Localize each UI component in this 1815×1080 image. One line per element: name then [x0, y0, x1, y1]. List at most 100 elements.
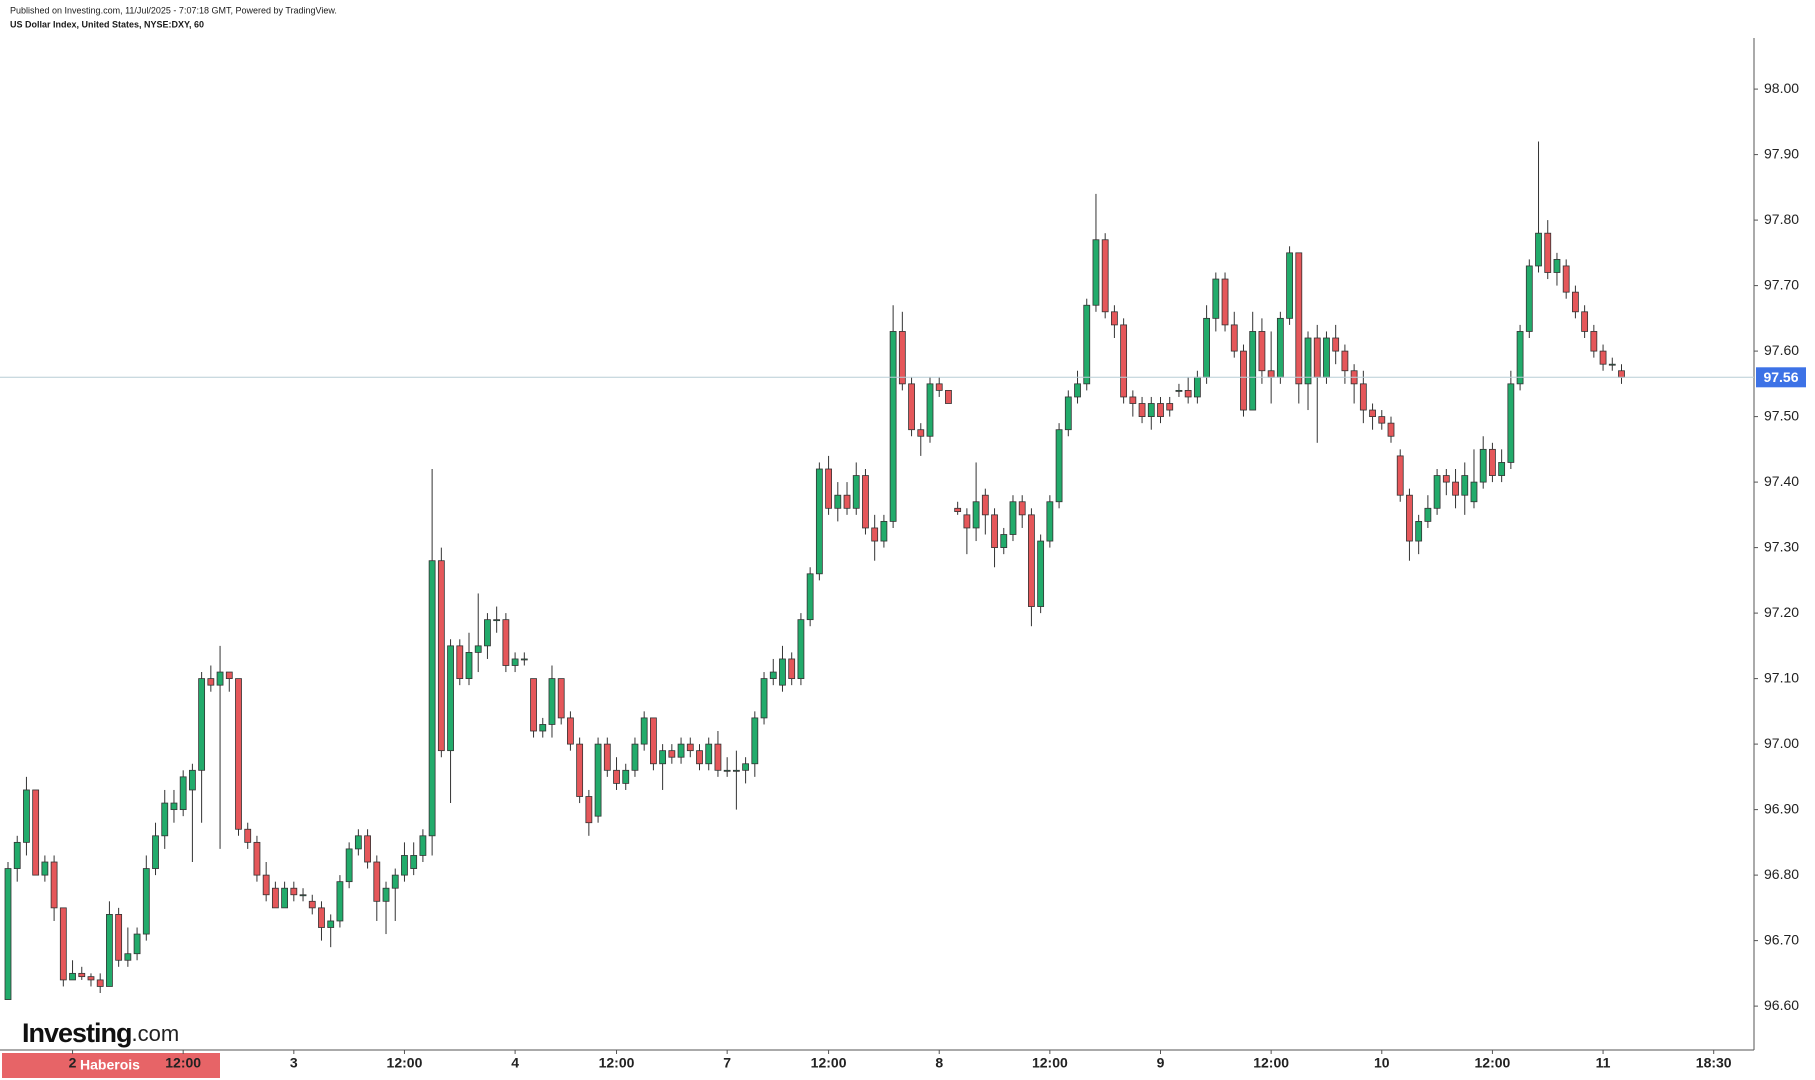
- candle-body: [1258, 331, 1266, 372]
- candle-body: [530, 678, 537, 732]
- candle-body: [742, 763, 749, 771]
- candle-body: [779, 658, 786, 686]
- candle-body: [1470, 481, 1478, 503]
- x-tick-label: 12:00: [165, 1055, 201, 1071]
- x-tick-label: 12:00: [1253, 1055, 1289, 1071]
- candle-body: [484, 619, 491, 647]
- candle-body: [437, 560, 445, 752]
- candle-body: [1230, 324, 1238, 352]
- candle-body: [32, 789, 40, 876]
- candle-body: [59, 907, 67, 981]
- candle-body: [1489, 448, 1496, 476]
- candle-body: [354, 835, 362, 850]
- candle-body: [640, 717, 648, 745]
- candle-body: [1433, 475, 1441, 509]
- candle-body: [1553, 258, 1561, 273]
- candle-body: [133, 933, 141, 955]
- candle-body: [106, 914, 113, 987]
- candle-body: [668, 750, 676, 758]
- candle-body: [677, 743, 685, 758]
- candle-body: [1544, 232, 1552, 273]
- candle-body: [152, 835, 159, 869]
- logo-suffix: .com: [132, 1021, 180, 1046]
- candle-body: [1055, 429, 1063, 503]
- candle-body: [539, 724, 547, 732]
- x-tick-label: 11: [1596, 1055, 1611, 1071]
- candle-body: [188, 769, 196, 791]
- candle-body: [1074, 383, 1081, 398]
- candle-body: [1618, 370, 1625, 378]
- candle-body: [281, 887, 289, 909]
- x-tick-label: 8: [935, 1055, 943, 1071]
- candle-body: [659, 750, 667, 765]
- candle-body: [142, 868, 150, 935]
- x-tick-label: 12:00: [599, 1055, 635, 1071]
- y-tick-label: 97.10: [1764, 669, 1799, 685]
- candle-body: [1525, 265, 1533, 332]
- y-tick-label: 97.90: [1764, 145, 1799, 161]
- x-tick-label: 9: [1157, 1055, 1165, 1071]
- candle-body: [345, 848, 353, 883]
- candle-body: [13, 841, 21, 869]
- candle-body: [318, 907, 325, 928]
- candle-body: [576, 743, 584, 797]
- candle-body: [1120, 324, 1128, 398]
- x-tick-label: 12:00: [1032, 1055, 1068, 1071]
- candle-body: [696, 750, 703, 765]
- published-note: Published on Investing.com, 11/Jul/2025 …: [10, 5, 337, 15]
- candle-body: [898, 331, 906, 385]
- y-tick-label: 96.70: [1764, 931, 1799, 947]
- candle-body: [843, 494, 851, 509]
- candle-body: [852, 475, 860, 509]
- candle-body: [78, 972, 86, 978]
- candle-body: [1101, 239, 1109, 313]
- candle-body: [235, 678, 242, 830]
- candle-body: [1406, 494, 1413, 542]
- candle-body: [456, 645, 464, 680]
- candle-body: [1286, 252, 1293, 319]
- y-tick-label: 97.80: [1764, 211, 1799, 227]
- candle-body: [1193, 376, 1201, 398]
- candle-body: [622, 769, 630, 784]
- candle-body: [594, 743, 602, 817]
- candle-body: [520, 658, 528, 661]
- candle-body: [382, 887, 390, 902]
- candle-body: [1175, 389, 1183, 392]
- candle-body: [41, 861, 49, 876]
- watermark: Haberois: [80, 1057, 140, 1073]
- candle-body: [1369, 409, 1376, 417]
- candle-body: [1203, 317, 1210, 378]
- candle-body: [1562, 265, 1570, 293]
- y-tick-label: 98.00: [1764, 80, 1799, 96]
- y-tick-label: 97.40: [1764, 473, 1799, 489]
- candle-body: [244, 828, 252, 843]
- candle-body: [991, 514, 998, 549]
- candle-body: [650, 717, 657, 765]
- candle-body: [69, 972, 76, 981]
- candle-body: [410, 855, 418, 869]
- candle-body: [972, 501, 980, 529]
- y-tick-label: 96.60: [1764, 997, 1799, 1013]
- candle-body: [1240, 350, 1247, 411]
- candle-body: [1147, 403, 1155, 417]
- candle-body: [705, 743, 713, 765]
- candle-body: [124, 953, 132, 961]
- candle-body: [1009, 501, 1017, 535]
- y-tick-label: 96.90: [1764, 800, 1799, 816]
- candle-body: [1064, 396, 1072, 431]
- candle-body: [1138, 403, 1146, 417]
- candle-body: [1295, 252, 1303, 385]
- candle-body: [760, 678, 768, 719]
- candle-body: [1359, 383, 1367, 411]
- candle-body: [1157, 403, 1164, 417]
- candle-body: [419, 835, 427, 856]
- candle-body: [603, 743, 611, 771]
- candle-body: [1332, 337, 1340, 352]
- candle-body: [631, 743, 639, 771]
- candle-body: [1498, 462, 1506, 476]
- candle-body: [981, 494, 989, 516]
- candle-body: [1111, 311, 1118, 326]
- candle-body: [1452, 481, 1459, 496]
- candle-body: [1507, 383, 1515, 463]
- candle-body: [1313, 337, 1321, 378]
